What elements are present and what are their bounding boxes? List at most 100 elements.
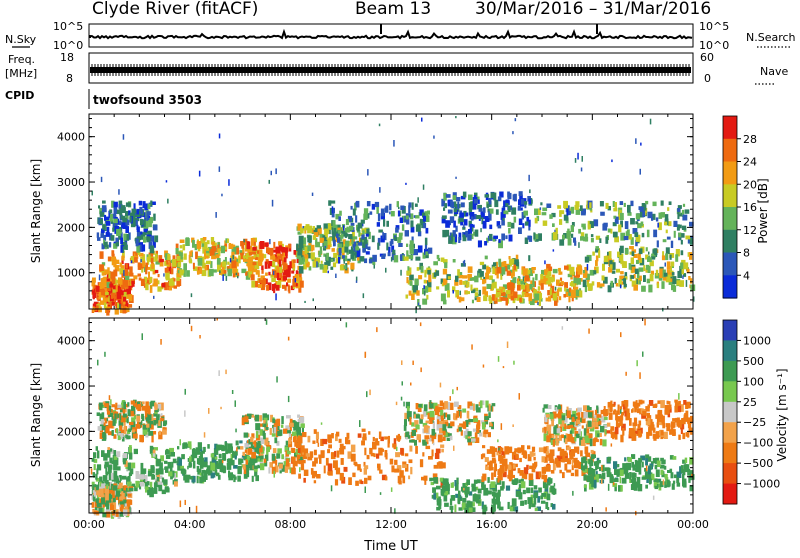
heatmap-cell	[347, 240, 352, 246]
heatmap-cell	[534, 208, 539, 216]
heatmap-cell	[363, 213, 368, 220]
y-tick-label: 1000	[57, 267, 85, 280]
heatmap-cell	[557, 413, 562, 419]
heatmap-cell	[247, 246, 252, 254]
heatmap-cell	[439, 427, 443, 434]
heatmap-cell	[424, 477, 427, 485]
heatmap-cell	[550, 503, 553, 508]
heatmap-cell	[643, 275, 646, 282]
heatmap-cell	[116, 451, 121, 458]
heatmap-cell	[528, 255, 531, 262]
heatmap-cell	[165, 450, 170, 455]
heatmap-cell	[423, 425, 429, 433]
heatmap-cell	[292, 279, 296, 287]
heatmap-cell	[652, 495, 655, 500]
heatmap-cell	[236, 261, 239, 267]
heatmap-cell	[552, 411, 557, 419]
heatmap-cell	[91, 458, 95, 462]
heatmap-cell	[384, 436, 389, 440]
heatmap-cell	[542, 407, 545, 413]
heatmap-cell	[468, 491, 473, 496]
heatmap-cell	[576, 278, 582, 285]
heatmap-cell	[537, 292, 542, 300]
heatmap-cell	[552, 277, 555, 282]
heatmap-cell	[530, 280, 534, 286]
heatmap-cell	[528, 293, 533, 302]
heatmap-cell	[603, 406, 606, 414]
heatmap-cell	[111, 430, 114, 436]
heatmap-cell	[348, 477, 352, 485]
heatmap-cell	[431, 449, 434, 457]
heatmap-cell	[625, 412, 631, 421]
heatmap-cell	[335, 258, 339, 264]
heatmap-cell	[334, 479, 339, 486]
heatmap-cell	[338, 257, 341, 264]
heatmap-cell	[162, 427, 167, 431]
heatmap-cell	[436, 499, 442, 506]
heatmap-cell	[546, 446, 549, 454]
heatmap-cell	[214, 443, 218, 450]
heatmap-cell	[92, 291, 95, 300]
heatmap-cell	[362, 433, 367, 439]
heatmap-cell	[597, 433, 600, 437]
heatmap-cell	[180, 252, 183, 260]
heatmap-cell	[315, 241, 320, 248]
heatmap-cell	[518, 218, 523, 225]
heatmap-cell	[443, 412, 446, 419]
heatmap-cell	[317, 442, 320, 447]
heatmap-cell	[335, 213, 340, 220]
heatmap-cell	[656, 460, 661, 467]
heatmap-cell	[440, 480, 444, 488]
heatmap-cell	[115, 238, 119, 247]
heatmap-cell	[264, 242, 269, 247]
heatmap-cell	[371, 235, 375, 243]
heatmap-cell	[615, 216, 619, 224]
heatmap-cell	[667, 410, 671, 418]
heatmap-cell	[146, 481, 150, 486]
heatmap-cell	[94, 484, 99, 492]
heatmap-cell	[586, 427, 589, 431]
heatmap-cell	[137, 262, 141, 270]
heatmap-cell	[563, 453, 568, 460]
heatmap-cell	[648, 466, 651, 475]
heatmap-cell	[558, 296, 562, 301]
heatmap-cell	[642, 410, 647, 416]
heatmap-cell	[109, 457, 113, 464]
heatmap-cell	[594, 414, 597, 419]
heatmap-cell	[163, 479, 168, 485]
heatmap-cell	[526, 283, 531, 292]
heatmap-cell	[649, 273, 654, 282]
heatmap-cell	[547, 405, 552, 410]
heatmap-cell	[659, 430, 664, 436]
heatmap-cell	[466, 419, 469, 425]
colorbar-segment	[723, 184, 737, 208]
heatmap-cell	[546, 429, 551, 435]
heatmap-cell	[333, 253, 338, 258]
heatmap-cell	[676, 419, 679, 427]
heatmap-cell	[642, 209, 646, 218]
heatmap-cell	[449, 396, 451, 401]
heatmap-cell	[270, 414, 273, 423]
heatmap-cell	[391, 245, 395, 253]
heatmap-cell	[528, 473, 534, 481]
heatmap-cell	[419, 304, 421, 310]
heatmap-cell	[206, 260, 211, 265]
noise-left-bottom: 10^0	[53, 39, 83, 52]
heatmap-cell	[492, 237, 496, 242]
heatmap-cell	[319, 457, 322, 464]
heatmap-cell	[242, 255, 247, 259]
heatmap-cell	[557, 287, 562, 292]
heatmap-cell	[347, 451, 352, 459]
heatmap-cell	[324, 233, 328, 238]
heatmap-cell	[323, 223, 328, 230]
heatmap-cell	[508, 234, 513, 242]
heatmap-cell	[614, 467, 617, 471]
heatmap-cell	[148, 271, 150, 279]
heatmap-cell	[401, 215, 407, 223]
heatmap-cell	[390, 487, 393, 492]
heatmap-cell	[296, 243, 299, 252]
heatmap-cell	[395, 227, 399, 233]
heatmap-cell	[312, 226, 315, 230]
heatmap-cell	[303, 237, 307, 245]
heatmap-cell	[680, 465, 684, 473]
